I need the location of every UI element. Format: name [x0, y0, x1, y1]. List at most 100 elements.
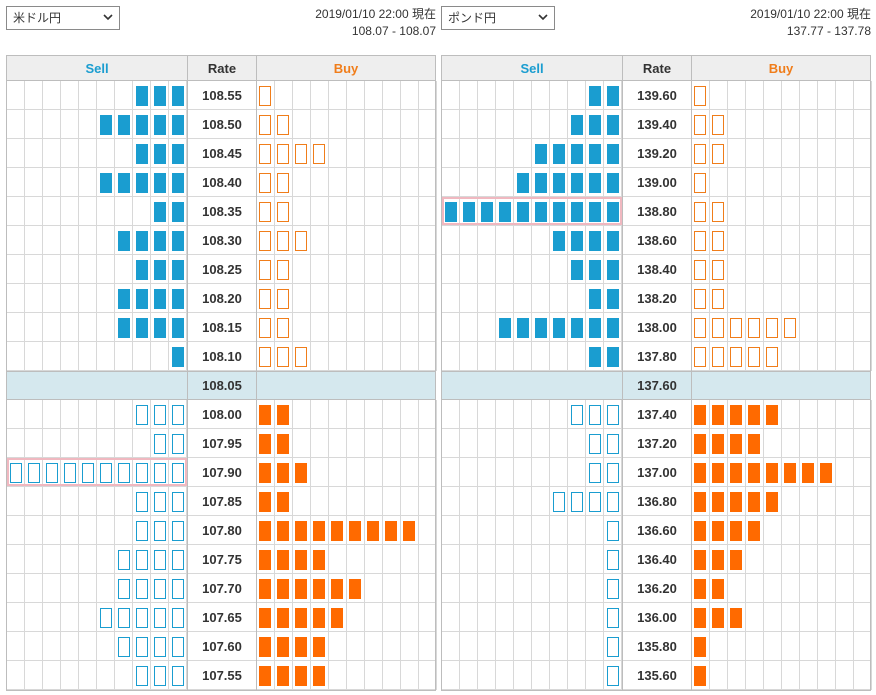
buy-grid-cell	[836, 197, 854, 226]
sell-order-block	[571, 115, 583, 135]
sell-grid-cell	[115, 342, 133, 371]
sell-grid-cell	[97, 632, 115, 661]
rate-value: 108.10	[187, 342, 257, 371]
buy-order-block	[259, 115, 271, 135]
buy-grid-cell	[401, 284, 419, 313]
buy-grid-cell	[329, 632, 347, 661]
buy-grid-cell	[800, 255, 818, 284]
buy-order-block	[259, 521, 271, 541]
buy-grid-cell	[746, 516, 764, 545]
sell-order-block	[172, 608, 184, 628]
buy-grid-cell	[383, 110, 401, 139]
sell-grid-cell	[79, 226, 97, 255]
buy-grid-cell	[800, 429, 818, 458]
sell-order-block	[589, 318, 601, 338]
buy-grid-cell	[401, 632, 419, 661]
buy-grid-cell	[854, 516, 872, 545]
sell-grid-cell	[43, 458, 61, 487]
sell-grid-cell	[115, 110, 133, 139]
buy-grid-cell	[836, 255, 854, 284]
sell-grid-cell	[25, 139, 43, 168]
sell-order-block	[589, 86, 601, 106]
sell-grid-cell	[532, 545, 550, 574]
buy-grid-cell	[764, 342, 782, 371]
buy-grid-cell	[419, 632, 437, 661]
buy-order-block	[259, 202, 271, 222]
sell-grid-cell	[460, 342, 478, 371]
buy-grid-cell	[419, 139, 437, 168]
sell-grid-cell	[496, 400, 514, 429]
buy-grid-cell	[854, 429, 872, 458]
buy-grid-cell	[800, 197, 818, 226]
buy-grid-cell	[710, 400, 728, 429]
buy-header: Buy	[257, 56, 435, 81]
rate-value: 108.25	[187, 255, 257, 284]
sell-grid-cell	[151, 226, 169, 255]
buy-grid-cell	[800, 487, 818, 516]
sell-grid-cell	[532, 197, 550, 226]
sell-order-block	[154, 492, 166, 512]
sell-order-block	[535, 202, 547, 222]
sell-grid-cell	[532, 487, 550, 516]
sell-grid-cell	[97, 226, 115, 255]
sell-grid-cell	[43, 110, 61, 139]
buy-grid-cell	[692, 110, 710, 139]
sell-grid-cell	[604, 284, 622, 313]
sell-grid-cell	[25, 284, 43, 313]
sell-grid-cell	[460, 197, 478, 226]
sell-order-block	[118, 463, 130, 483]
sell-grid-cell	[25, 400, 43, 429]
buy-order-block	[277, 434, 289, 454]
sell-grid-cell	[115, 81, 133, 110]
sell-order-block	[607, 115, 619, 135]
currency-pair-select[interactable]: 米ドル円	[6, 6, 120, 30]
sell-grid-cell	[133, 313, 151, 342]
rate-value: 136.20	[622, 574, 692, 603]
buy-grid-cell	[311, 545, 329, 574]
buy-order-block	[748, 405, 760, 425]
buy-order-block	[694, 318, 706, 338]
sell-order-block	[463, 202, 475, 222]
buy-grid-cell	[692, 342, 710, 371]
buy-grid-cell	[383, 545, 401, 574]
buy-order-block	[259, 492, 271, 512]
buy-grid-cell	[800, 632, 818, 661]
sell-grid-cell	[79, 516, 97, 545]
sell-grid-cell	[115, 603, 133, 632]
order-book-row: 108.00	[7, 400, 437, 429]
buy-grid-cell	[275, 516, 293, 545]
rate-value: 138.40	[622, 255, 692, 284]
buy-grid-cell	[746, 632, 764, 661]
buy-grid-cell	[728, 545, 746, 574]
buy-grid-cell	[854, 139, 872, 168]
sell-grid-cell	[460, 400, 478, 429]
rate-value: 107.60	[187, 632, 257, 661]
sell-grid-cell	[79, 574, 97, 603]
buy-grid-cell	[692, 255, 710, 284]
sell-order-block	[553, 231, 565, 251]
buy-grid-cell	[293, 545, 311, 574]
currency-pair-select[interactable]: ポンド円	[441, 6, 555, 30]
sell-grid-cell	[7, 197, 25, 226]
sell-grid-cell	[496, 661, 514, 690]
sell-grid-cell	[43, 487, 61, 516]
rate-value: 139.20	[622, 139, 692, 168]
buy-grid-cell	[854, 545, 872, 574]
order-book-row: 138.00	[442, 313, 872, 342]
sell-grid-cell	[550, 429, 568, 458]
order-book-row: 138.20	[442, 284, 872, 313]
sell-grid-cell	[43, 661, 61, 690]
buy-grid-cell	[275, 632, 293, 661]
sell-order-block	[154, 608, 166, 628]
buy-grid-cell	[782, 255, 800, 284]
sell-order-block	[136, 289, 148, 309]
buy-order-block	[277, 608, 289, 628]
buy-order-block	[259, 463, 271, 483]
sell-grid-cell	[514, 661, 532, 690]
buy-grid-cell	[836, 429, 854, 458]
sell-grid-cell	[151, 284, 169, 313]
buy-grid-cell	[419, 400, 437, 429]
sell-order-block	[607, 289, 619, 309]
buy-grid-cell	[818, 110, 836, 139]
sell-grid-cell	[61, 632, 79, 661]
